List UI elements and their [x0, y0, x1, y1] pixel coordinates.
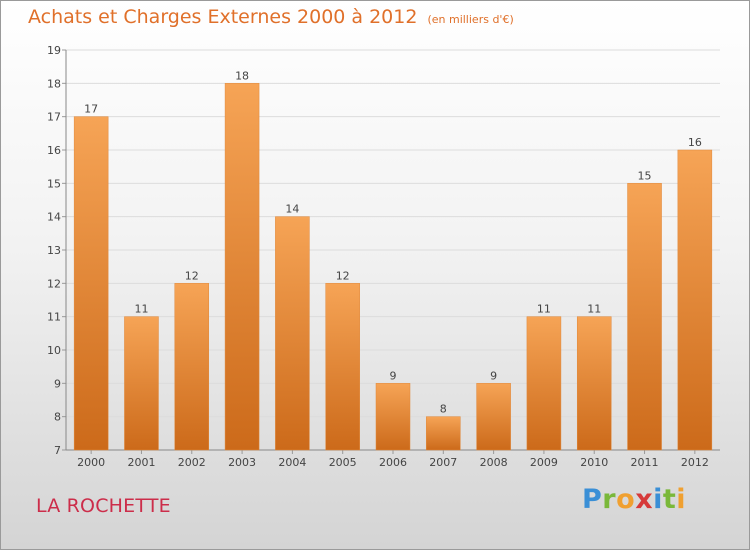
bar-2009	[526, 316, 562, 451]
y-tick-label: 11	[47, 311, 61, 324]
x-tick-label: 2002	[178, 456, 206, 469]
data-label: 12	[185, 269, 199, 282]
proxiti-logo[interactable]: Proxiti	[582, 484, 686, 515]
y-tick-label: 8	[54, 411, 61, 424]
x-tick-label: 2010	[580, 456, 608, 469]
x-tick-label: 2006	[379, 456, 407, 469]
bar-2006	[375, 383, 411, 451]
bar-2003	[224, 83, 260, 451]
y-tick-label: 7	[54, 444, 61, 457]
data-label: 11	[587, 303, 601, 316]
y-tick-label: 9	[54, 377, 61, 390]
brand-letter: i	[676, 484, 687, 515]
bar-2011	[627, 183, 662, 451]
data-label: 16	[688, 136, 702, 149]
brand-letter: t	[662, 484, 677, 515]
y-tick-label: 16	[47, 144, 61, 157]
data-label: 11	[537, 303, 551, 316]
bars	[73, 83, 713, 451]
brand-letter: i	[653, 484, 663, 515]
title-text: Achats et Charges Externes 2000 à 2012	[28, 6, 418, 28]
data-label: 9	[490, 369, 497, 382]
data-label: 12	[336, 269, 350, 282]
y-tick-label: 10	[47, 344, 61, 357]
x-tick-label: 2008	[480, 456, 508, 469]
y-tick-label: 13	[47, 244, 61, 257]
data-label: 18	[235, 69, 249, 82]
x-tick-label: 2011	[631, 456, 659, 469]
bar-2005	[325, 283, 360, 451]
x-tick-label: 2009	[530, 456, 558, 469]
y-tick-label: 14	[47, 211, 61, 224]
title-unit: (en milliers d'€)	[427, 13, 514, 26]
labels: 7 8 9 10 11 12 13 14 15 16 17 18 19 17 2000 11 2001 12 200…	[47, 44, 709, 469]
x-tick-label: 2001	[127, 456, 155, 469]
y-tick-label: 15	[47, 177, 61, 190]
data-label: 15	[638, 169, 652, 182]
data-label: 17	[84, 103, 98, 116]
bar-2008	[476, 383, 511, 451]
brand-letter: x	[635, 484, 654, 515]
x-tick-label: 2007	[429, 456, 457, 469]
data-label: 14	[285, 203, 299, 216]
location-label: LA ROCHETTE	[36, 495, 171, 517]
bar-2000	[73, 116, 109, 451]
x-tick-label: 2000	[77, 456, 105, 469]
bar-2004	[275, 216, 310, 451]
data-label: 9	[390, 369, 397, 382]
chart-title: Achats et Charges Externes 2000 à 2012 (e…	[28, 6, 514, 28]
brand-letter: o	[616, 484, 636, 515]
data-label: 8	[440, 403, 447, 416]
y-tick-label: 12	[47, 277, 61, 290]
data-label: 11	[134, 303, 148, 316]
x-tick-label: 2004	[278, 456, 306, 469]
brand-letter: r	[602, 484, 617, 515]
y-tick-label: 18	[47, 77, 61, 90]
y-tick-label: 17	[47, 111, 61, 124]
brand-letter: P	[582, 484, 603, 515]
bar-2010	[576, 316, 612, 451]
bar-2012	[677, 149, 713, 451]
x-tick-label: 2005	[329, 456, 357, 469]
bar-2002	[174, 283, 210, 451]
x-tick-label: 2012	[681, 456, 709, 469]
x-tick-label: 2003	[228, 456, 256, 469]
y-tick-label: 19	[47, 44, 61, 57]
bar-2001	[124, 316, 159, 451]
bar-2007	[426, 416, 461, 451]
